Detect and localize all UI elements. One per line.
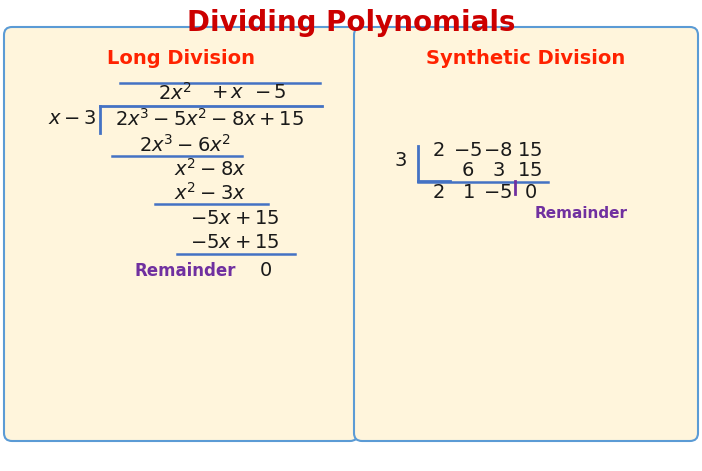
- Text: $-5x+15$: $-5x+15$: [190, 209, 279, 227]
- Text: $x-3$: $x-3$: [48, 109, 96, 129]
- Text: Remainder: Remainder: [134, 262, 236, 280]
- Text: Remainder: Remainder: [535, 205, 628, 220]
- Text: $\mathregular{-8}$: $\mathregular{-8}$: [483, 141, 512, 161]
- Text: $1$: $1$: [462, 184, 475, 203]
- Text: $\mathregular{-5}$: $\mathregular{-5}$: [453, 141, 482, 161]
- Text: $-\,5$: $-\,5$: [254, 83, 286, 103]
- Text: Long Division: Long Division: [107, 49, 255, 68]
- Text: $+\,x$: $+\,x$: [211, 83, 244, 103]
- Text: $15$: $15$: [517, 141, 543, 161]
- Text: $2$: $2$: [432, 184, 444, 203]
- Text: $\mathregular{-5}$: $\mathregular{-5}$: [484, 184, 512, 203]
- FancyBboxPatch shape: [354, 27, 698, 441]
- Text: $2x^2$: $2x^2$: [158, 82, 192, 104]
- Text: $3$: $3$: [394, 152, 406, 171]
- Text: $2x^3-5x^2-8x+15$: $2x^3-5x^2-8x+15$: [115, 108, 305, 130]
- Text: Synthetic Division: Synthetic Division: [426, 49, 625, 68]
- Text: $0$: $0$: [524, 184, 536, 203]
- Text: Dividing Polynomials: Dividing Polynomials: [187, 9, 515, 37]
- Text: $x^2-3x$: $x^2-3x$: [174, 182, 246, 204]
- Text: $-5x+15$: $-5x+15$: [190, 234, 279, 252]
- Text: $6$: $6$: [461, 162, 475, 180]
- FancyBboxPatch shape: [4, 27, 358, 441]
- Text: $2x^3-6x^2$: $2x^3-6x^2$: [139, 134, 231, 156]
- Text: $x^2-8x$: $x^2-8x$: [174, 158, 246, 180]
- Text: $15$: $15$: [517, 162, 543, 180]
- Text: $3$: $3$: [491, 162, 505, 180]
- Text: $0$: $0$: [258, 261, 272, 281]
- Text: $2$: $2$: [432, 141, 444, 161]
